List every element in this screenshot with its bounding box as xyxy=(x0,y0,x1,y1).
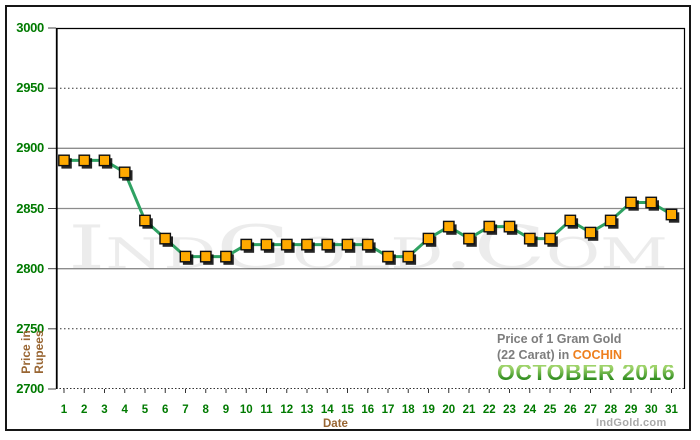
x-tick-label: 17 xyxy=(381,404,395,416)
x-tick-label: 15 xyxy=(341,404,354,416)
data-point xyxy=(584,226,597,239)
x-tick-label: 27 xyxy=(584,404,597,416)
data-point xyxy=(422,232,435,245)
x-tick-label: 4 xyxy=(121,404,128,416)
legend-line1: Price of 1 Gram Gold xyxy=(497,332,622,346)
legend-location: COCHIN xyxy=(572,347,623,362)
x-tick-label: 18 xyxy=(401,404,415,416)
x-tick-label: 10 xyxy=(239,404,253,416)
x-tick-label: 11 xyxy=(260,404,273,416)
data-point xyxy=(544,232,556,245)
data-point xyxy=(382,250,394,263)
data-point xyxy=(665,208,678,221)
legend-period: OCTOBER 2016 xyxy=(497,359,676,385)
data-point xyxy=(321,238,334,251)
x-tick-label: 5 xyxy=(141,404,149,416)
data-point xyxy=(503,220,516,233)
data-point xyxy=(564,214,577,227)
x-tick-label: 13 xyxy=(300,404,314,416)
y-tick-label: 2750 xyxy=(16,320,44,336)
x-tick-label: 1 xyxy=(60,404,68,416)
data-point xyxy=(645,196,658,209)
x-tick-label: 9 xyxy=(222,404,230,416)
y-tick-label: 2950 xyxy=(16,80,44,96)
x-tick-label: 6 xyxy=(162,404,169,416)
data-point xyxy=(58,154,70,167)
x-tick-label: 12 xyxy=(280,404,294,416)
brand-credit: IndGold.com xyxy=(596,417,667,429)
y-tick-label: 2700 xyxy=(16,381,44,396)
data-point xyxy=(199,250,212,263)
data-point xyxy=(139,214,151,227)
x-tick-label: 20 xyxy=(442,404,456,416)
x-tick-label: 14 xyxy=(320,404,334,416)
x-tick-label: 21 xyxy=(462,404,476,416)
x-tick-label: 19 xyxy=(422,404,435,416)
legend-line2: (22 Carat) in COCHIN xyxy=(497,348,675,364)
x-tick-label: 8 xyxy=(202,404,209,416)
legend-line2-prefix: (22 Carat) in xyxy=(497,347,573,362)
y-tick-label: 2900 xyxy=(16,140,44,156)
y-axis-tick-labels: 3000 2950 2900 2850 2800 2750 2700 xyxy=(0,0,48,440)
chart-outer-frame xyxy=(5,5,691,431)
x-tick-label: 30 xyxy=(644,404,658,416)
y-axis-title: Price in Rupees xyxy=(19,302,48,402)
x-tick-label: 7 xyxy=(182,404,189,416)
data-point xyxy=(442,220,455,233)
data-point xyxy=(341,238,354,251)
x-axis-title: Date xyxy=(323,418,348,430)
data-point xyxy=(280,238,293,251)
chart-legend: Price of 1 Gram Gold (22 Carat) in COCHI… xyxy=(497,332,676,385)
x-tick-label: 29 xyxy=(624,404,638,416)
x-tick-label: 24 xyxy=(523,404,537,416)
x-tick-label: 2 xyxy=(81,404,88,416)
data-point xyxy=(483,220,496,233)
y-tick-label: 3000 xyxy=(16,20,44,35)
data-point xyxy=(604,214,617,227)
data-point xyxy=(240,238,253,251)
y-tick-label: 2850 xyxy=(16,200,44,216)
data-point xyxy=(361,238,374,251)
gold-price-line-chart: IndGold.Com xyxy=(48,27,686,393)
x-tick-label: 22 xyxy=(482,404,496,416)
x-tick-label: 3 xyxy=(101,404,108,416)
data-point xyxy=(220,250,232,263)
data-point xyxy=(625,196,637,209)
x-tick-label: 31 xyxy=(665,404,678,416)
data-point xyxy=(179,250,192,263)
x-tick-label: 25 xyxy=(543,404,557,416)
data-point xyxy=(78,154,91,167)
data-point xyxy=(523,232,536,245)
data-point xyxy=(118,166,131,179)
x-tick-label: 28 xyxy=(604,404,618,416)
data-point xyxy=(159,232,172,245)
data-point xyxy=(260,238,273,251)
x-tick-label: 16 xyxy=(361,404,375,416)
x-tick-label: 26 xyxy=(563,404,577,416)
y-axis-title-line2: Rupees xyxy=(32,330,46,374)
data-point xyxy=(301,238,313,251)
data-point xyxy=(463,232,475,245)
data-point xyxy=(402,250,415,263)
y-tick-label: 2800 xyxy=(16,260,44,276)
data-point xyxy=(98,154,111,167)
x-tick-label: 23 xyxy=(503,404,516,416)
